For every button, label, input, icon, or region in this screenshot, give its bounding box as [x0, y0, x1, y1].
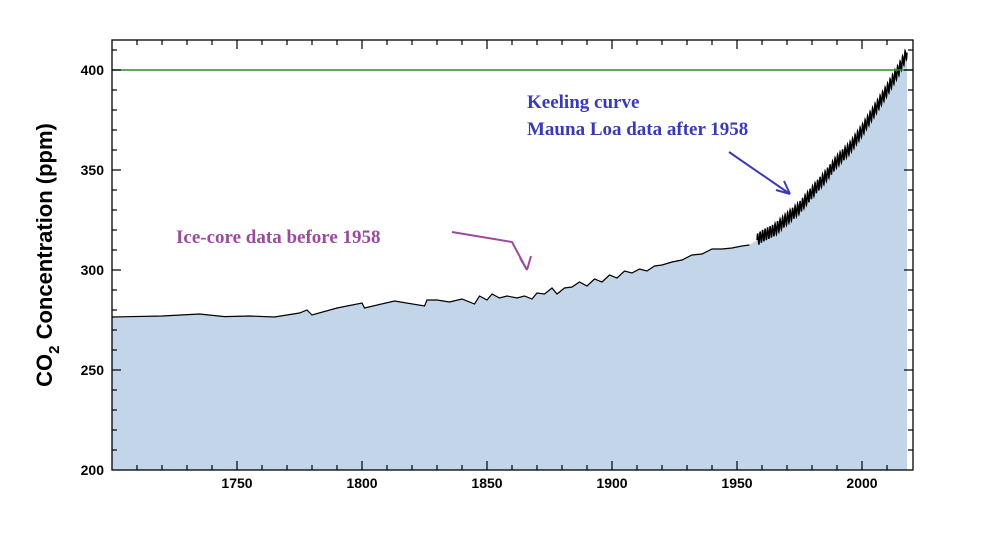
x-tick-label: 2000 — [846, 475, 877, 491]
annotation-keeling: Keeling curve Mauna Loa data after 1958 — [527, 92, 748, 140]
x-tick-label: 1950 — [721, 475, 752, 491]
y-axis-label: CO2 Concentration (ppm) — [32, 123, 63, 387]
x-tick-labels: 1750 1800 1850 1900 1950 2000 — [221, 475, 877, 491]
ice-core-line — [111, 244, 750, 318]
y-tick-label: 400 — [81, 62, 105, 78]
annotation-keeling-line-2: Mauna Loa data after 1958 — [527, 119, 748, 140]
annotation-ice-core: Ice-core data before 1958 — [176, 227, 381, 248]
x-tick-label: 1750 — [221, 475, 252, 491]
annotation-ice-core-arrow — [451, 231, 532, 271]
x-tick-label: 1900 — [596, 475, 627, 491]
y-axis-label-suffix: Concentration (ppm) — [32, 123, 57, 345]
keeling-curve-line — [756, 48, 908, 245]
annotation-keeling-line-1: Keeling curve — [527, 92, 639, 113]
annotation-ice-core-line-1: Ice-core data before 1958 — [176, 227, 381, 248]
axis-ticks — [112, 40, 913, 470]
y-tick-label: 250 — [81, 362, 105, 378]
co2-area-fill — [112, 50, 907, 470]
x-tick-label: 1800 — [346, 475, 377, 491]
y-tick-label: 300 — [81, 262, 105, 278]
y-axis-label-prefix: CO — [32, 354, 57, 387]
y-tick-label: 350 — [81, 162, 105, 178]
annotation-keeling-arrow — [728, 151, 791, 195]
y-tick-label: 200 — [81, 462, 105, 478]
x-tick-label: 1850 — [471, 475, 502, 491]
y-tick-labels: 200 250 300 350 400 — [81, 62, 105, 478]
y-axis-label-subscript: 2 — [46, 346, 63, 354]
plot-area — [111, 48, 913, 470]
